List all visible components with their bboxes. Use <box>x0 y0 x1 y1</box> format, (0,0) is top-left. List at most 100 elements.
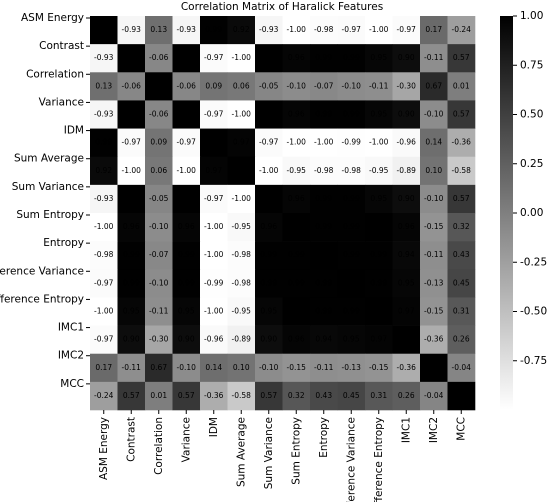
heatmap-cell <box>310 128 338 158</box>
cell-label: -0.97 <box>122 138 142 147</box>
heatmap-cell <box>282 325 311 355</box>
heatmap-cell <box>420 241 448 270</box>
heatmap-cell <box>200 100 228 129</box>
cell-label: 0.57 <box>178 391 195 400</box>
cell-label: -0.10 <box>177 363 197 372</box>
cell-label: 0.43 <box>453 250 470 259</box>
heatmap-cell <box>447 353 476 383</box>
heatmap-cell <box>365 241 393 270</box>
heatmap-cell <box>200 241 228 270</box>
heatmap-cell <box>117 44 146 73</box>
cell-label: -0.98 <box>342 166 362 175</box>
heatmap-cell <box>447 241 476 270</box>
colorbar-tick-label: 0.50 <box>520 109 543 121</box>
x-tick-label: Contrast <box>125 417 137 462</box>
cell-label: -0.93 <box>94 53 114 62</box>
cell-label: -0.30 <box>149 335 169 344</box>
cell-label: -0.93 <box>122 25 142 34</box>
cell-label: 0.99 <box>343 307 360 316</box>
cell-label: -0.13 <box>424 278 444 287</box>
heatmap-cell <box>172 269 201 298</box>
heatmap-cell <box>337 128 366 158</box>
heatmap-cell <box>282 241 311 270</box>
y-tick-label: ASM Energy <box>21 12 84 24</box>
heatmap-cell <box>255 353 283 383</box>
heatmap-cell <box>172 16 201 45</box>
cell-label: -0.95 <box>287 166 307 175</box>
cell-label: -0.97 <box>177 138 197 147</box>
y-tick-label: Sum Entropy <box>16 209 84 221</box>
heatmap-cell <box>365 297 393 326</box>
heatmap-cell <box>365 213 393 242</box>
colorbar-tick-label: -0.25 <box>520 256 547 268</box>
heatmap-cell <box>392 325 421 355</box>
cell-label: -0.30 <box>397 81 417 90</box>
cell-label: -0.36 <box>204 391 224 400</box>
cell-label: 0.90 <box>260 335 277 344</box>
heatmap-cell <box>282 184 311 214</box>
cell-label: 0.17 <box>425 25 442 34</box>
cell-label: 0.32 <box>288 391 305 400</box>
heatmap-cell <box>255 156 283 186</box>
heatmap-cell <box>282 72 311 101</box>
heatmap-cell <box>447 100 476 129</box>
cell-label: -1.00 <box>204 307 224 316</box>
x-tick-label: Sum Variance <box>263 417 275 489</box>
cell-label: -0.97 <box>204 110 224 119</box>
heatmap-cell <box>310 100 338 129</box>
heatmap-cell <box>200 381 228 411</box>
heatmap-cell <box>447 128 476 158</box>
cell-label: -0.11 <box>424 250 444 259</box>
cell-label: 0.99 <box>343 250 360 259</box>
heatmap-cell <box>90 100 118 129</box>
cell-label: -0.11 <box>314 363 334 372</box>
cell-label: -0.07 <box>314 81 334 90</box>
heatmap-cell <box>145 381 173 411</box>
y-tick-label: IMC2 <box>58 350 84 362</box>
cell-label: -0.10 <box>424 194 444 203</box>
heatmap-cell <box>337 297 366 326</box>
heatmap-cell <box>365 16 393 45</box>
cell-label: 0.26 <box>398 391 415 400</box>
cell-label: 0.99 <box>288 278 305 287</box>
heatmap-cell <box>447 213 476 242</box>
heatmap-cell <box>117 16 146 45</box>
heatmap-cell <box>145 297 173 326</box>
cell-label: -1.00 <box>369 138 389 147</box>
cell-label: 0.45 <box>343 391 360 400</box>
heatmap-cell <box>365 128 393 158</box>
cell-label: -1.00 <box>232 194 252 203</box>
heatmap-cell <box>310 184 338 214</box>
y-tick-label: Contrast <box>39 40 84 52</box>
heatmap-cell <box>310 156 338 186</box>
cell-label: -0.04 <box>424 391 444 400</box>
heatmap-cell <box>392 184 421 214</box>
heatmap-cell <box>90 269 118 298</box>
cell-label: 1.00 <box>370 307 387 316</box>
heatmap-cell <box>172 213 201 242</box>
colorbar-tick-label: 0.75 <box>520 59 543 71</box>
cell-label: 0.99 <box>288 250 305 259</box>
heatmap-cell <box>282 44 311 73</box>
cell-label: -0.15 <box>369 363 389 372</box>
cell-label: 0.01 <box>453 81 470 90</box>
cell-label: 0.06 <box>233 81 250 90</box>
cell-label: -0.58 <box>232 391 252 400</box>
heatmap-cell <box>255 184 283 214</box>
heatmap-cell <box>447 72 476 101</box>
cell-label: 0.96 <box>123 222 140 231</box>
heatmap-cell <box>145 16 173 45</box>
cell-label: 0.99 <box>315 278 332 287</box>
heatmap-cell <box>282 353 311 383</box>
cell-label: -1.00 <box>287 25 307 34</box>
heatmap-cell <box>200 325 228 355</box>
cell-label: 0.97 <box>398 307 415 316</box>
heatmap-cell <box>282 213 311 242</box>
heatmap-cell <box>90 128 118 158</box>
heatmap-cell <box>447 325 476 355</box>
y-tick-label: Correlation <box>26 68 84 80</box>
heatmap-cell <box>255 100 283 129</box>
cell-label: -0.15 <box>424 307 444 316</box>
cell-label: -1.00 <box>94 307 114 316</box>
